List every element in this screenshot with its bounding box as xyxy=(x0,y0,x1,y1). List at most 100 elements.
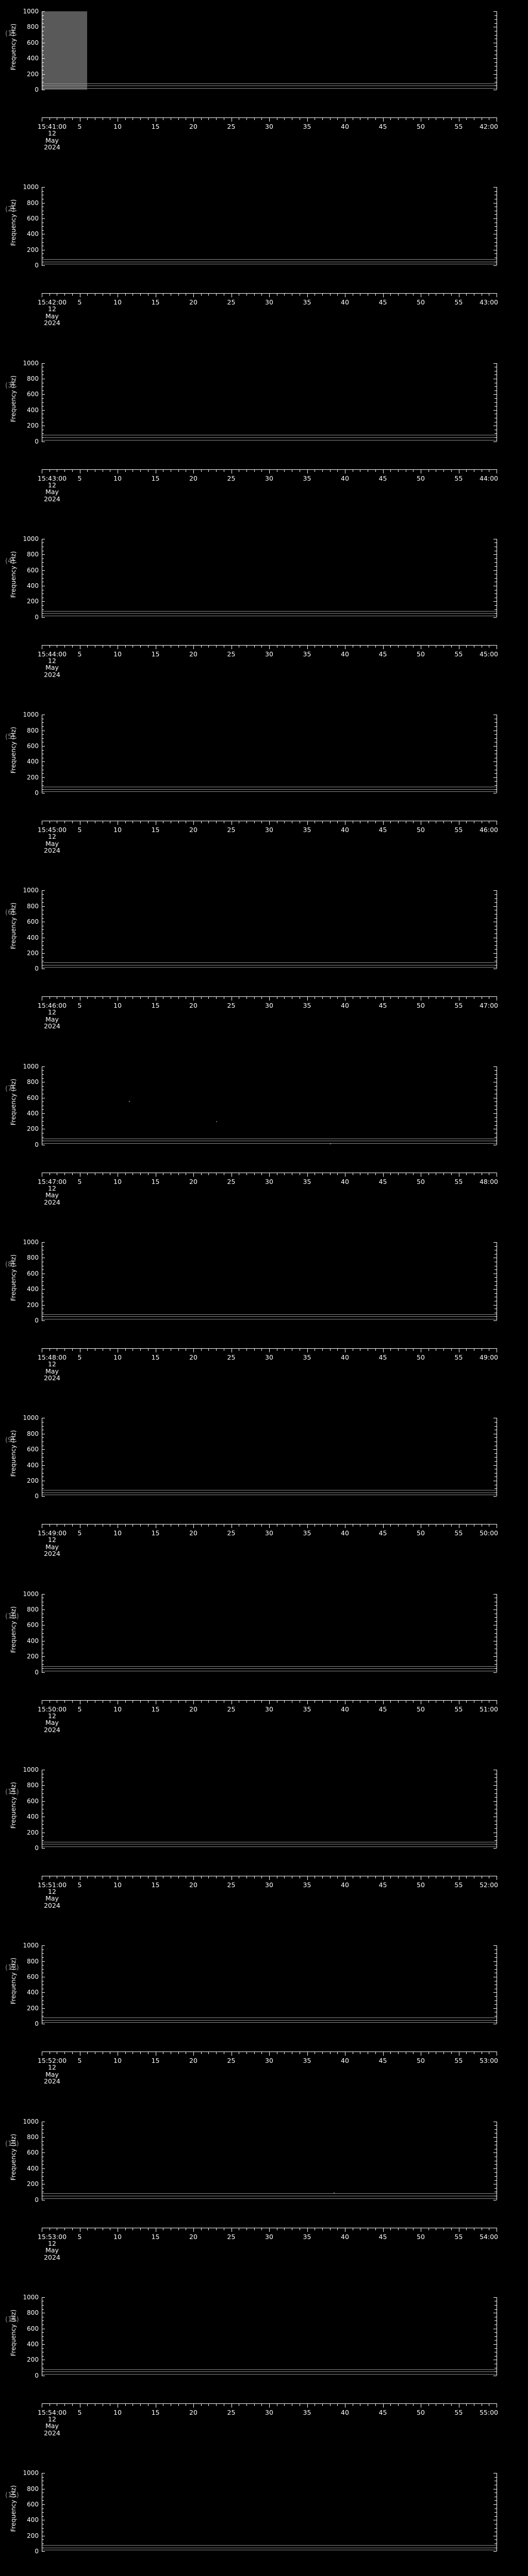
y-tick xyxy=(494,1777,497,1778)
date-day: 12 xyxy=(48,2063,56,2072)
x-tick xyxy=(398,645,399,648)
x-tick-label: 40 xyxy=(341,1705,349,1713)
x-tick-label: 40 xyxy=(341,298,349,307)
y-tick xyxy=(42,777,45,778)
x-tick-label: 20 xyxy=(189,2408,197,2416)
date-month: May xyxy=(45,2422,59,2430)
y-tick-label: 1000 xyxy=(23,2293,39,2301)
x-tick xyxy=(329,2227,331,2230)
x-tick-label: 5 xyxy=(77,826,82,834)
x-tick-label: 45 xyxy=(378,826,387,834)
x-tick xyxy=(193,645,194,649)
y-tick xyxy=(494,2309,497,2310)
x-tick-label: 5 xyxy=(77,1177,82,1185)
x-end-label: 50:00 xyxy=(479,1529,499,1537)
x-tick xyxy=(413,1700,414,1703)
x-tick-label: 35 xyxy=(303,1177,311,1185)
x-tick-label: 10 xyxy=(113,298,122,307)
x-tick xyxy=(125,469,126,472)
y-tick xyxy=(494,1246,497,1247)
x-tick xyxy=(413,996,414,999)
x-tick-label: 15 xyxy=(151,123,160,130)
date-day: 12 xyxy=(48,1184,56,1192)
x-tick xyxy=(413,1348,414,1351)
x-tick-label: 10 xyxy=(113,474,122,482)
x-tick-label: 35 xyxy=(303,474,311,482)
x-tick xyxy=(261,645,262,648)
y-tick xyxy=(494,230,497,231)
x-tick xyxy=(87,996,88,999)
spectrogram-panel: 0 200 400 600 800 1000 (4) Frequency (Hz) 15:44:… xyxy=(0,528,528,703)
y-tick-label: 800 xyxy=(27,23,39,31)
date-year: 2024 xyxy=(44,319,60,327)
x-tick xyxy=(178,821,179,824)
spectrogram-panel: 0 200 400 600 800 1000 (7) Frequency (Hz) 15:47:… xyxy=(0,1055,528,1231)
y-tick xyxy=(42,918,44,919)
x-start-label: 15:51:00 xyxy=(37,1880,67,1889)
x-tick xyxy=(443,2052,444,2055)
y-tick-label: 1000 xyxy=(23,1239,39,1246)
y-tick-label: 200 xyxy=(27,246,39,253)
y-tick xyxy=(494,238,497,239)
y-tick xyxy=(42,23,44,24)
x-tick xyxy=(254,1875,255,1878)
baseline-band xyxy=(42,2371,497,2372)
baseline-band xyxy=(42,613,497,614)
x-tick xyxy=(201,469,202,472)
x-tick xyxy=(64,645,65,648)
baseline-band xyxy=(42,1316,497,1317)
y-tick xyxy=(493,2008,497,2009)
x-tick xyxy=(322,996,323,999)
x-tick xyxy=(307,821,308,825)
y-tick-label: 200 xyxy=(27,950,39,957)
x-tick xyxy=(246,1348,247,1351)
y-tick xyxy=(494,402,497,403)
x-tick xyxy=(383,2052,384,2056)
x-tick xyxy=(216,645,217,648)
x-tick xyxy=(64,1875,65,1878)
x-tick-label: 10 xyxy=(113,1880,122,1889)
x-end-label: 49:00 xyxy=(479,1353,499,1362)
y-tick xyxy=(494,19,497,20)
y-tick-label: 200 xyxy=(27,2532,39,2539)
y-axis-title: Frequency (Hz) xyxy=(10,1254,17,1301)
x-tick-label: 40 xyxy=(341,123,349,130)
y-tick-label: 200 xyxy=(27,1828,39,1836)
x-tick xyxy=(269,645,270,649)
y-tick-label: 400 xyxy=(27,758,39,766)
x-tick-label: 50 xyxy=(417,298,425,307)
x-tick xyxy=(72,1700,73,1703)
y-tick xyxy=(494,2188,497,2189)
signal-speck xyxy=(129,1100,130,1102)
y-tick xyxy=(494,578,497,579)
y-tick-label: 200 xyxy=(27,1653,39,1660)
y-axis-title: Frequency (Hz) xyxy=(10,726,17,774)
y-tick-label: 400 xyxy=(27,934,39,941)
y-tick xyxy=(494,15,497,16)
x-tick-label: 20 xyxy=(189,650,197,658)
y-tick xyxy=(494,1664,497,1665)
y-tick xyxy=(42,398,44,399)
y-tick xyxy=(42,1453,44,1454)
y-tick-label: 200 xyxy=(27,1125,39,1133)
x-tick xyxy=(322,1172,323,1175)
y-tick xyxy=(42,2516,44,2517)
x-tick-label: 40 xyxy=(341,1177,349,1185)
x-tick xyxy=(261,2052,262,2055)
x-tick xyxy=(125,821,126,824)
date-stack: 12 May 2024 xyxy=(21,482,83,503)
x-tick xyxy=(87,469,88,472)
y-tick xyxy=(42,570,45,571)
x-tick-label: 55 xyxy=(454,650,463,658)
plot-area xyxy=(42,1769,497,1848)
x-tick-label: 35 xyxy=(303,1002,311,1010)
y-tick xyxy=(494,1668,497,1669)
date-day: 12 xyxy=(48,305,56,313)
x-tick-label: 45 xyxy=(378,650,387,658)
x-tick xyxy=(451,469,452,472)
x-tick xyxy=(193,117,194,122)
y-axis-title: Frequency (Hz) xyxy=(10,2485,17,2532)
x-tick xyxy=(428,821,429,824)
y-tick xyxy=(494,1253,497,1255)
x-tick-label: 35 xyxy=(303,2408,311,2416)
